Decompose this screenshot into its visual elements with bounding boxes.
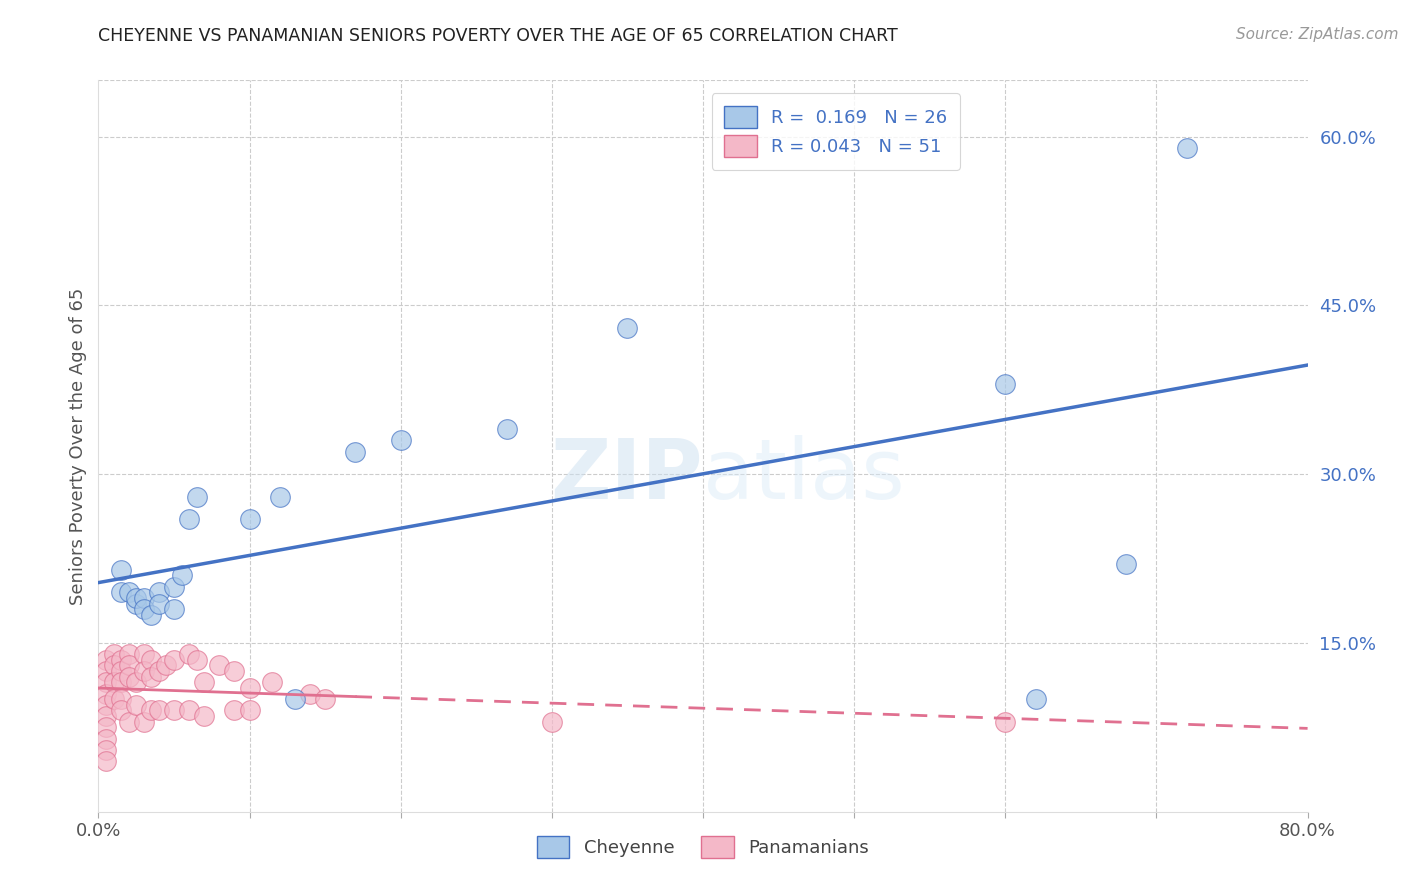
Point (118, 670, 141, 684)
Point (132, 591, 155, 605)
Point (103, 692, 125, 706)
Point (148, 703, 170, 717)
Point (125, 698, 148, 712)
Point (132, 664, 155, 678)
Point (94, 731, 117, 746)
Point (314, 692, 336, 706)
Point (118, 647, 141, 661)
Point (141, 670, 163, 684)
Point (132, 647, 155, 661)
Point (94, 664, 117, 678)
Y-axis label: Seniors Poverty Over the Age of 65: Seniors Poverty Over the Age of 65 (69, 287, 87, 605)
Point (186, 653, 208, 667)
Point (163, 602, 186, 616)
Point (103, 658, 125, 673)
Point (179, 512, 201, 526)
Point (94, 687, 117, 701)
Point (163, 580, 186, 594)
Text: ZIP: ZIP (551, 434, 703, 516)
Point (110, 664, 132, 678)
Point (170, 568, 193, 582)
Legend: Cheyenne, Panamanians: Cheyenne, Panamanians (530, 829, 876, 865)
Point (239, 703, 262, 717)
Point (239, 681, 262, 695)
Point (132, 602, 155, 616)
Point (193, 675, 215, 690)
Point (239, 512, 262, 526)
Point (148, 585, 170, 599)
Point (94, 709, 117, 723)
Point (110, 563, 132, 577)
Point (110, 703, 132, 717)
Point (616, 321, 638, 335)
Point (110, 692, 132, 706)
Point (224, 703, 246, 717)
Point (163, 653, 186, 667)
Point (299, 687, 322, 701)
Text: Source: ZipAtlas.com: Source: ZipAtlas.com (1236, 27, 1399, 42)
Point (141, 703, 163, 717)
Point (262, 675, 284, 690)
Point (155, 658, 177, 673)
Point (94, 675, 117, 690)
Point (110, 585, 132, 599)
Point (118, 585, 141, 599)
Point (141, 607, 163, 622)
Point (94, 720, 117, 734)
Point (125, 675, 148, 690)
Point (344, 444, 367, 458)
Point (94, 754, 117, 768)
Point (125, 591, 148, 605)
Point (208, 658, 231, 673)
Point (110, 675, 132, 690)
Point (94, 653, 117, 667)
Point (103, 675, 125, 690)
Point (224, 664, 246, 678)
Point (141, 653, 163, 667)
Point (148, 597, 170, 611)
Text: CHEYENNE VS PANAMANIAN SENIORS POVERTY OVER THE AGE OF 65 CORRELATION CHART: CHEYENNE VS PANAMANIAN SENIORS POVERTY O… (98, 27, 898, 45)
Point (103, 647, 125, 661)
Point (94, 698, 117, 712)
Point (118, 714, 141, 729)
Point (179, 647, 201, 661)
Point (495, 422, 517, 436)
Point (125, 597, 148, 611)
Point (389, 434, 412, 448)
Point (110, 653, 132, 667)
Point (994, 714, 1017, 729)
Point (1115, 557, 1137, 571)
Point (269, 490, 291, 504)
Point (994, 377, 1017, 392)
Point (179, 703, 201, 717)
Text: atlas: atlas (703, 434, 904, 516)
Point (132, 714, 155, 729)
Point (193, 709, 215, 723)
Point (284, 692, 307, 706)
Point (1024, 692, 1046, 706)
Point (118, 658, 141, 673)
Point (540, 714, 562, 729)
Point (1175, 141, 1198, 155)
Point (186, 490, 208, 504)
Point (163, 703, 186, 717)
Point (94, 743, 117, 757)
Point (148, 664, 170, 678)
